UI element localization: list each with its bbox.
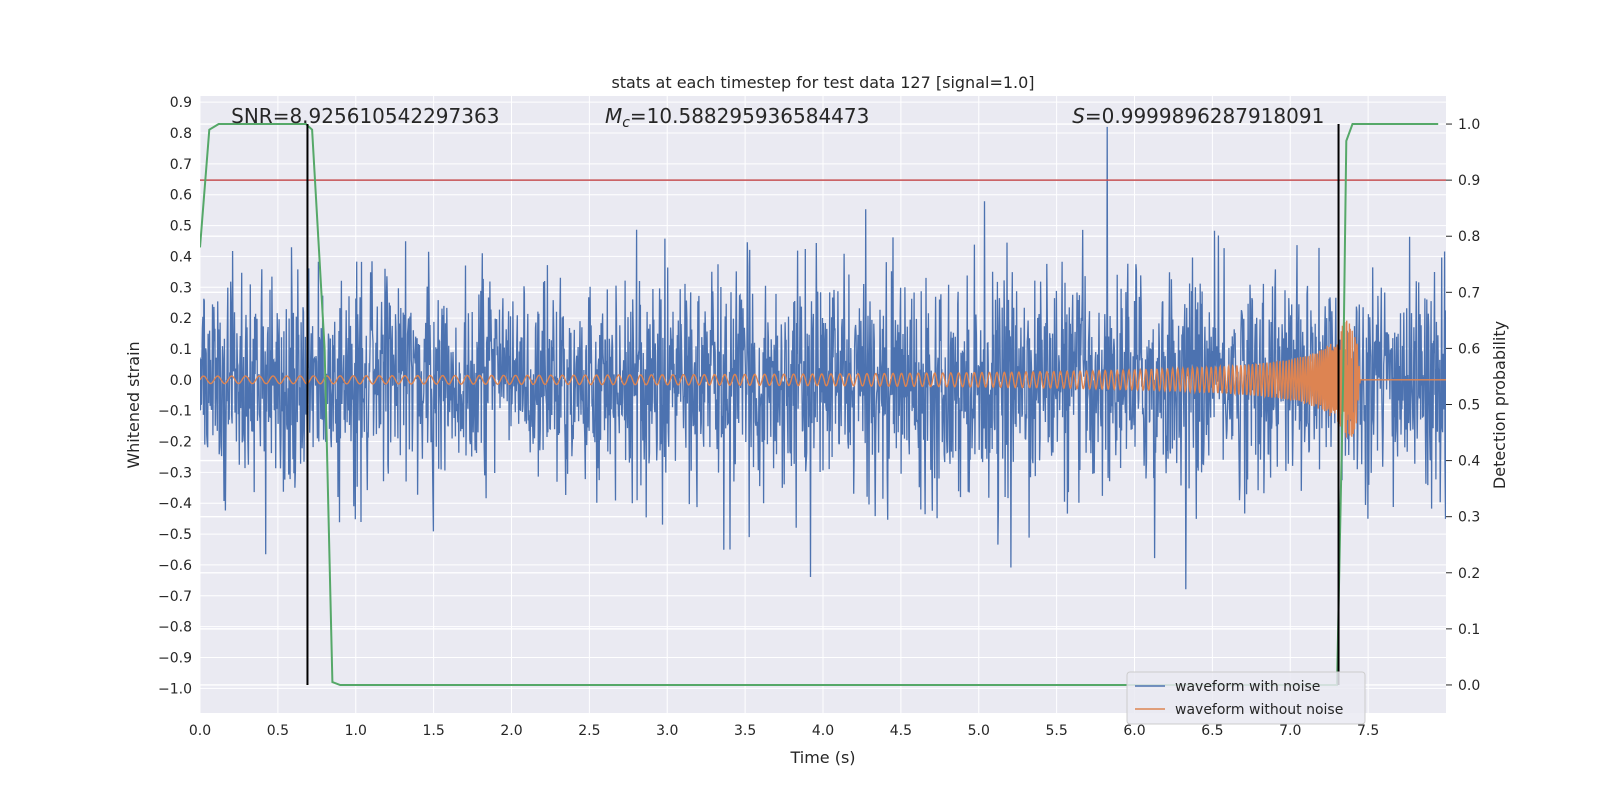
y-left-tick-label: −0.6 bbox=[158, 558, 192, 574]
y-axis-right-title: Detection probability bbox=[1490, 321, 1509, 489]
x-tick-label: 5.0 bbox=[968, 723, 990, 739]
y-left-tick-label: 0.7 bbox=[170, 157, 192, 173]
legend-label-clean: waveform without noise bbox=[1175, 702, 1343, 718]
y-left-tick-label: 0.9 bbox=[170, 95, 192, 111]
legend-label-noise: waveform with noise bbox=[1175, 679, 1320, 695]
y-left-tick-label: −0.1 bbox=[158, 404, 192, 420]
x-tick-label: 2.5 bbox=[578, 723, 600, 739]
noise-trace bbox=[200, 126, 1446, 590]
series-waveform-with-noise bbox=[200, 126, 1446, 590]
x-tick-label: 3.5 bbox=[734, 723, 756, 739]
overlay-lines bbox=[200, 123, 1446, 686]
y-left-tick-label: −0.7 bbox=[158, 589, 192, 605]
y-right-tick-label: 0.4 bbox=[1458, 454, 1480, 470]
y-right-tick-label: 0.7 bbox=[1458, 285, 1480, 301]
x-tick-label: 6.0 bbox=[1123, 723, 1145, 739]
y-axis-left-title: Whitened strain bbox=[124, 341, 143, 468]
annotations: SNR=8.925610542297363 Mc=10.5882959365844… bbox=[231, 104, 1324, 131]
y-right-tick-label: 0.3 bbox=[1458, 510, 1480, 526]
y-left-tick-label: −0.9 bbox=[158, 650, 192, 666]
x-tick-label: 0.0 bbox=[189, 723, 211, 739]
y-left-tick-label: −0.4 bbox=[158, 496, 192, 512]
series-waveform-without-noise bbox=[200, 320, 1446, 438]
x-tick-label: 0.5 bbox=[267, 723, 289, 739]
chart-title: stats at each timestep for test data 127… bbox=[611, 73, 1034, 92]
y-right-tick-label: 0.5 bbox=[1458, 398, 1480, 414]
y-right-tick-label: 0.2 bbox=[1458, 566, 1480, 582]
annotation-text: Mc=10.588295936584473 bbox=[605, 104, 869, 131]
y-right-tick-label: 0.9 bbox=[1458, 173, 1480, 189]
y-right-tick-label: 1.0 bbox=[1458, 117, 1480, 133]
y-left-tick-label: −0.8 bbox=[158, 620, 192, 636]
x-tick-label: 3.0 bbox=[656, 723, 678, 739]
y-left-tick-label: 0.1 bbox=[170, 342, 192, 358]
x-tick-label: 1.0 bbox=[345, 723, 367, 739]
x-tick-label: 4.0 bbox=[812, 723, 834, 739]
ticks: 0.0 0.5 1.0 1.5 2.0 2.5 3.0 3.5 4.0 4.5 5.0 5.5 6.0 6… bbox=[158, 95, 1480, 739]
y-left-tick-label: 0.3 bbox=[170, 280, 192, 296]
annotation-text: S=0.9999896287918091 bbox=[1072, 104, 1324, 128]
annotation-text: SNR=8.925610542297363 bbox=[231, 104, 499, 128]
y-right-tick-label: 0.6 bbox=[1458, 341, 1480, 357]
detection-probability-line bbox=[200, 123, 1439, 686]
legend-box bbox=[1126, 671, 1366, 725]
y-left-tick-label: 0.4 bbox=[170, 249, 192, 265]
y-right-tick-label: 0.1 bbox=[1458, 622, 1480, 638]
x-tick-label: 2.0 bbox=[500, 723, 522, 739]
y-left-tick-label: −0.5 bbox=[158, 527, 192, 543]
x-tick-label: 1.5 bbox=[422, 723, 444, 739]
x-tick-label: 7.0 bbox=[1279, 723, 1301, 739]
x-tick-label: 4.5 bbox=[890, 723, 912, 739]
x-tick-label: 6.5 bbox=[1201, 723, 1223, 739]
y-left-tick-label: 0.8 bbox=[170, 126, 192, 142]
y-left-tick-label: −0.3 bbox=[158, 465, 192, 481]
y-right-tick-label: 0.0 bbox=[1458, 678, 1480, 694]
y-left-tick-label: 0.2 bbox=[170, 311, 192, 327]
x-tick-label: 5.5 bbox=[1045, 723, 1067, 739]
y-left-tick-label: −1.0 bbox=[158, 681, 192, 697]
y-left-tick-label: 0.6 bbox=[170, 188, 192, 204]
y-left-tick-label: 0.0 bbox=[170, 373, 192, 389]
y-right-tick-label: 0.8 bbox=[1458, 229, 1480, 245]
y-left-tick-label: 0.5 bbox=[170, 219, 192, 235]
y-left-tick-label: −0.2 bbox=[158, 435, 192, 451]
clean-trace bbox=[200, 320, 1446, 438]
x-axis-title: Time (s) bbox=[789, 748, 855, 767]
x-tick-label: 7.5 bbox=[1357, 723, 1379, 739]
legend: waveform with noise waveform without noi… bbox=[1126, 671, 1366, 725]
